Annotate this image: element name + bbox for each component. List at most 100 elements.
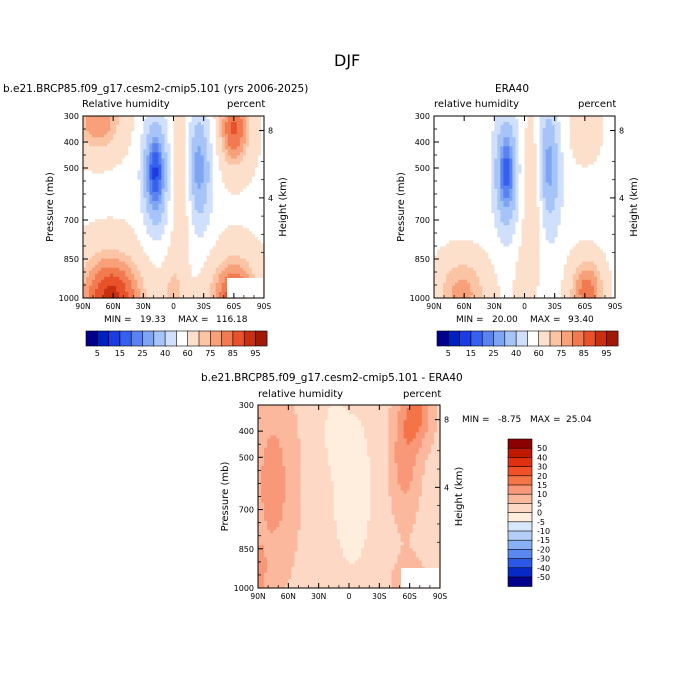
colorbar-model-swatch (176, 330, 189, 347)
colorbar-model-swatch (130, 330, 144, 347)
colorbar-era40-swatch (583, 330, 596, 347)
panel3-min-label: MIN = (462, 415, 490, 425)
panel1-ylabel: Pressure (mb) (45, 172, 56, 242)
panel3-ylabel-right: Height (km) (454, 467, 465, 527)
colorbar-model-label: 60 (183, 349, 193, 358)
colorbar-diff-label: 40 (537, 453, 547, 462)
colorbar-diff-swatch (507, 539, 533, 551)
colorbar-diff-swatch (507, 475, 533, 486)
panel3-ytick-label: 700 (239, 506, 254, 515)
colorbar-era40-swatch (549, 330, 562, 347)
colorbar-model-swatch (243, 330, 257, 347)
colorbar-model-swatch (221, 330, 234, 347)
colorbar-era40-swatch (572, 330, 585, 347)
colorbar-model-swatch (232, 330, 245, 347)
panel3-xtick-label: 60S (403, 592, 418, 601)
panel3-height-tick-label: 4 (444, 483, 449, 492)
panel2-ylabel-right: Height (km) (629, 177, 640, 237)
panel1-ylabel-right: Height (km) (278, 177, 289, 237)
colorbar-diff-swatch (507, 558, 533, 569)
panel1-units-label: percent (227, 99, 266, 110)
panel2-xtick-label: 90N (426, 302, 441, 311)
colorbar-era40-swatch (606, 330, 619, 347)
panel1-ytick-label: 700 (64, 216, 79, 225)
panel2-max-label: MAX = (530, 315, 561, 325)
colorbar-era40-swatch (504, 330, 517, 347)
panel3-ytick-label: 1000 (234, 584, 254, 593)
colorbar-diff-label: 30 (537, 463, 547, 472)
colorbar-model-swatch (198, 330, 211, 347)
colorbar-diff-swatch (507, 576, 533, 587)
colorbar-model-label: 85 (228, 349, 238, 358)
colorbar-model-label: 75 (205, 349, 215, 358)
panel2-min-label: MIN = (456, 315, 484, 325)
colorbar-diff-swatch (507, 447, 533, 459)
colorbar-model-label: 5 (95, 349, 100, 358)
colorbar-era40-swatch (493, 330, 506, 347)
panel1-ytick-label: 400 (64, 138, 79, 147)
panel1-missing-data (227, 278, 263, 298)
panel3-xtick-label: 90N (250, 592, 265, 601)
panel1-ytick-label: 300 (64, 112, 79, 121)
panel1-height-tick-label: 4 (268, 194, 273, 203)
colorbar-diff-swatch (507, 549, 533, 560)
colorbar-diff-label: 50 (537, 444, 547, 453)
panel2-ytick-label: 300 (415, 112, 430, 121)
panel3-xtick-label: 60N (281, 592, 296, 601)
panel3-ylabel: Pressure (mb) (220, 462, 231, 532)
panel2-xtick-label: 0 (522, 302, 527, 311)
panel2-xtick-label: 60N (457, 302, 472, 311)
colorbar-diff-swatch (507, 493, 533, 505)
colorbar-model-swatch (210, 330, 223, 347)
colorbar-era40-label: 40 (511, 349, 521, 358)
colorbar-diff-label: 15 (537, 481, 547, 490)
panel2-variable-label: relative humidity (434, 99, 520, 110)
panel1-min-value: 19.33 (140, 315, 166, 325)
panel2-ytick-label: 850 (415, 255, 430, 264)
colorbar-diff-swatch (507, 503, 533, 514)
colorbar-diff-label: 20 (537, 472, 547, 481)
panel1-title: b.e21.BRCP85.f09_g17.cesm2-cmip5.101 (yr… (3, 83, 309, 95)
figure-title: DJF (334, 51, 361, 70)
colorbar-model-label: 15 (115, 349, 125, 358)
panel1-xtick-label: 90S (257, 302, 272, 311)
colorbar-diff-swatch (507, 521, 533, 532)
colorbar-era40-swatch (459, 330, 472, 347)
colorbar-era40-label: 60 (534, 349, 544, 358)
colorbar-era40-swatch (538, 330, 551, 347)
colorbar-model-swatch (97, 330, 110, 347)
panel3-xtick-label: 0 (347, 592, 352, 601)
panel1-ytick-label: 1000 (59, 294, 79, 303)
colorbar-diff-swatch (507, 457, 533, 468)
panel3-xtick-label: 90S (433, 592, 448, 601)
colorbar-diff-swatch (507, 530, 533, 541)
panel3-variable-label: relative humidity (258, 389, 344, 400)
panel3-contour-field (258, 405, 441, 589)
colorbar-model-swatch (255, 330, 268, 347)
colorbar-diff-label: -40 (537, 564, 550, 573)
colorbar-era40-swatch (594, 330, 608, 347)
colorbar-diff-label: -30 (537, 555, 550, 564)
panel3-min-value: -8.75 (498, 415, 522, 425)
panel2-xtick-label: 60S (578, 302, 593, 311)
panel2-ytick-label: 1000 (410, 294, 430, 303)
panel1-contour-field (83, 116, 265, 299)
colorbar-diff-swatch (507, 466, 533, 477)
panel3-missing-data (401, 568, 439, 588)
panel2-units-label: percent (578, 99, 617, 110)
panel1-ytick-label: 500 (64, 164, 79, 173)
colorbar-diff-label: 10 (537, 490, 547, 499)
panel2-min-value: 20.00 (492, 315, 518, 325)
panel2-title: ERA40 (495, 83, 530, 95)
panel3-ytick-label: 400 (239, 427, 254, 436)
colorbar-era40-label: 75 (556, 349, 566, 358)
panel3-units-label: percent (403, 389, 442, 400)
colorbar-model-swatch (85, 330, 98, 347)
colorbar-era40-swatch (436, 330, 449, 347)
panel1-variable-label: Relative humidity (82, 99, 170, 110)
panel1-xtick-label: 0 (171, 302, 176, 311)
panel3-height-tick-label: 8 (444, 416, 449, 425)
panel3-xtick-label: 30S (372, 592, 387, 601)
panel1-xtick-label: 60N (106, 302, 121, 311)
